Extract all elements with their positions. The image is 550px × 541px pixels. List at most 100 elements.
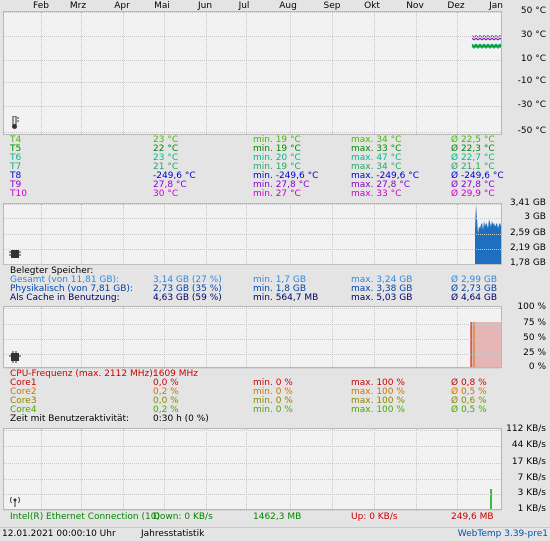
- grid-line: [416, 429, 417, 509]
- row-avg: Ø 22,7 °C: [451, 153, 495, 163]
- axis-tick-label: 100 %: [517, 302, 546, 312]
- axis-tick-label: 112 KB/s: [506, 424, 546, 434]
- grid-line: [290, 429, 291, 509]
- row-avg: Ø 27,8 °C: [451, 180, 495, 190]
- axis-tick-label: 2,19 GB: [509, 243, 546, 253]
- grid-line: [4, 430, 501, 431]
- row-min: min. 27 °C: [253, 189, 301, 199]
- grid-line: [4, 60, 501, 61]
- grid-line: [246, 12, 247, 134]
- row-min: min. 27,8 °C: [253, 180, 310, 190]
- row-avg: Ø 22,3 °C: [451, 144, 495, 154]
- row-name: Physikalisch (von 7,81 GB):: [10, 284, 133, 294]
- row-avg: Ø 29,9 °C: [451, 189, 495, 199]
- axis-tick-label: 50 %: [523, 333, 546, 343]
- cpu-frequency-row: CPU-Frequenz (max. 2112 MHz): 1609 MHz: [10, 369, 198, 379]
- row-max: max. 34 °C: [351, 162, 402, 172]
- row-current: 22 °C: [153, 144, 179, 154]
- grid-line: [457, 429, 458, 509]
- row-current: 0,0 %: [153, 396, 179, 406]
- cpu-series: [470, 322, 501, 367]
- grid-line: [164, 307, 165, 367]
- row-min: min. 0 %: [253, 387, 293, 397]
- row-max: max. 34 °C: [351, 135, 402, 145]
- grid-line: [374, 429, 375, 509]
- grid-line: [164, 429, 165, 509]
- row-min: min. 564,7 MB: [253, 293, 319, 303]
- row-max: max. 100 %: [351, 396, 405, 406]
- grid-line: [246, 429, 247, 509]
- thermometer-icon: [9, 115, 21, 129]
- grid-line: [4, 339, 501, 340]
- axis-tick-label: 3 GB: [524, 212, 546, 222]
- row-min: min. 19 °C: [253, 162, 301, 172]
- month-label: Aug: [279, 1, 297, 11]
- row-avg: Ø 22,5 °C: [451, 135, 495, 145]
- row-name: T5: [10, 144, 22, 154]
- cpu-plot: [3, 306, 502, 369]
- month-label: Okt: [364, 1, 380, 11]
- axis-tick-label: 3,41 GB: [509, 198, 546, 208]
- footer-mode: Jahresstatistik: [141, 529, 205, 539]
- grid-line: [123, 12, 124, 134]
- temperature-line: [471, 44, 501, 48]
- row-name: T7: [10, 162, 22, 172]
- month-label: Nov: [406, 1, 424, 11]
- row-min: min. 20 °C: [253, 153, 301, 163]
- month-label: Apr: [114, 1, 130, 11]
- row-max: max. 3,24 GB: [351, 275, 413, 285]
- axis-tick-label: 2,59 GB: [509, 228, 546, 238]
- cpu-frequency-value: 1609 MHz: [153, 369, 199, 379]
- row-name: Als Cache in Benutzung:: [10, 293, 120, 303]
- network-down-total: 1462,3 MB: [253, 512, 302, 522]
- row-name: Core1: [10, 378, 37, 388]
- axis-tick-label: 50 °C: [520, 6, 546, 16]
- grid-line: [4, 264, 501, 265]
- network-up-rate: Up: 0 KB/s: [351, 512, 398, 522]
- grid-line: [41, 429, 42, 509]
- row-name: Core2: [10, 387, 37, 397]
- grid-line: [4, 249, 501, 250]
- grid-line: [4, 106, 501, 107]
- row-avg: Ø 0,5 %: [451, 405, 487, 415]
- footer-app-version: WebTemp 3.39-pre1: [457, 529, 548, 539]
- grid-line: [206, 12, 207, 134]
- row-current: 21 °C: [153, 162, 179, 172]
- grid-line: [374, 12, 375, 134]
- row-current: 0,0 %: [153, 378, 179, 388]
- grid-line: [4, 368, 501, 369]
- footer-timestamp: 12.01.2021 00:00:10 Uhr: [2, 529, 116, 539]
- axis-tick-label: 30 °C: [520, 30, 546, 40]
- row-current: 3,14 GB (27 %): [153, 275, 222, 285]
- row-avg: Ø 4,64 GB: [451, 293, 497, 303]
- row-name: T9: [10, 180, 22, 190]
- processor-icon: [9, 351, 21, 363]
- user-activity-row: Zeit mit Benutzeraktivität: 0:30 h (0 %): [10, 414, 209, 424]
- grid-line: [4, 234, 501, 235]
- row-current: -249,6 °C: [153, 171, 196, 181]
- network-plot: [3, 428, 502, 511]
- cpu-frequency-label: CPU-Frequenz (max. 2112 MHz):: [10, 369, 156, 379]
- row-max: max. 100 %: [351, 405, 405, 415]
- axis-tick-label: 17 KB/s: [511, 457, 546, 467]
- status-footer: 12.01.2021 00:00:10 Uhr Jahresstatistik …: [0, 527, 550, 541]
- memory-plot: [3, 203, 502, 265]
- temperature-line: [471, 45, 501, 49]
- temperature-series: [471, 34, 501, 49]
- grid-line: [123, 307, 124, 367]
- row-max: max. 33 °C: [351, 144, 402, 154]
- row-avg: Ø 2,73 GB: [451, 284, 497, 294]
- network-series: [490, 489, 492, 509]
- network-up-total: 249,6 MB: [451, 512, 494, 522]
- grid-line: [332, 429, 333, 509]
- axis-tick-label: 1 KB/s: [517, 504, 546, 514]
- row-avg: Ø 0,5 %: [451, 387, 487, 397]
- month-label: Mai: [154, 1, 170, 11]
- cpu-load-area: [471, 322, 501, 367]
- grid-line: [4, 446, 501, 447]
- grid-line: [290, 12, 291, 134]
- grid-line: [4, 479, 501, 480]
- row-min: min. 0 %: [253, 378, 293, 388]
- row-name: T8: [10, 171, 22, 181]
- axis-tick-label: -30 °C: [517, 100, 546, 110]
